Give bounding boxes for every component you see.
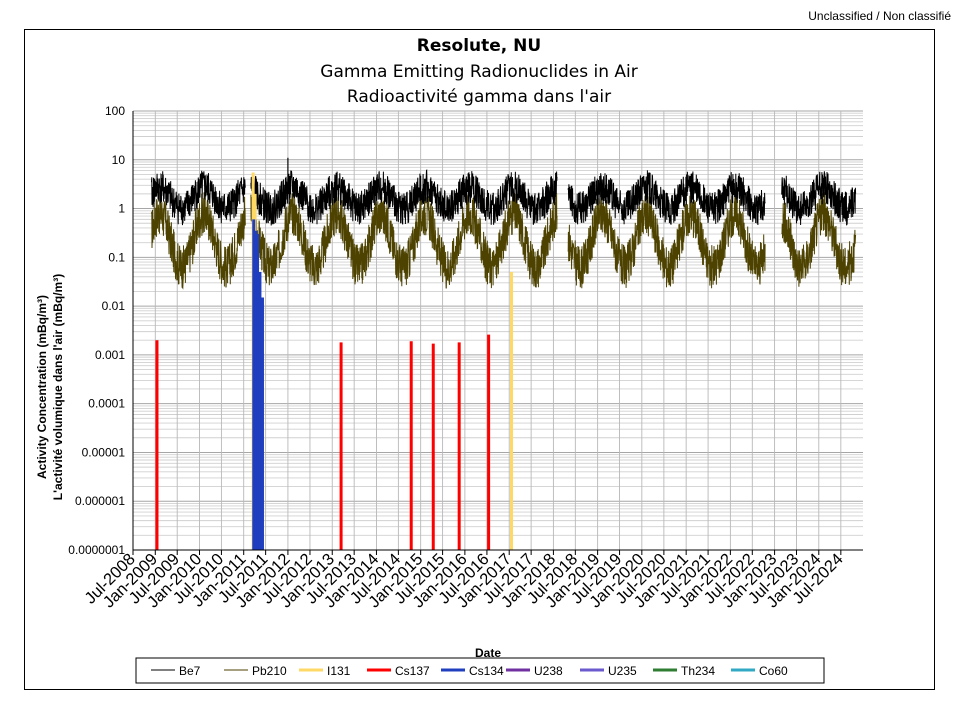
series-layer — [151, 157, 857, 550]
series-line-pb210-segment-0 — [151, 191, 246, 290]
legend-label-i131: I131 — [327, 664, 351, 678]
y-tick-label: 0.01 — [102, 299, 126, 313]
legend-label-pb210: Pb210 — [252, 664, 287, 678]
y-tick-label: 0.1 — [108, 250, 125, 264]
chart-title: Resolute, NU — [417, 36, 541, 56]
axes — [132, 111, 863, 555]
legend-label-co60: Co60 — [759, 664, 788, 678]
y-tick-label: 1 — [118, 202, 125, 216]
series-line-be7-segment-2 — [567, 170, 766, 226]
legend-label-th234: Th234 — [681, 664, 715, 678]
y-axis-label-en: Activity Concentration (mBq/m³) — [35, 295, 49, 479]
classification-label: Unclassified / Non classifié — [808, 9, 951, 23]
y-tick-label: 100 — [105, 104, 125, 118]
series-line-pb210-segment-1 — [250, 192, 558, 289]
legend-label-u235: U235 — [608, 664, 637, 678]
series-line-pb210-segment-2 — [567, 192, 766, 289]
chart-frame: Resolute, NU Gamma Emitting Radionuclide… — [24, 29, 935, 690]
chart-svg: Resolute, NU Gamma Emitting Radionuclide… — [35, 36, 863, 684]
series-line-pb210-segment-3 — [781, 192, 857, 287]
y-tick-label: 10 — [112, 153, 126, 167]
plot-background — [133, 111, 863, 550]
legend-label-be7: Be7 — [179, 664, 201, 678]
y-axis-label-fr: L'activité volumique dans l'air (mBq/m³) — [51, 274, 65, 500]
y-tick-labels: 100 10 1 0.1 0.01 0.001 0.0001 0.00001 0.000001 0… — [68, 104, 125, 557]
legend-label-cs134: Cs134 — [469, 664, 504, 678]
series-line-be7-segment-0 — [151, 170, 246, 226]
y-tick-label: 0.000001 — [75, 494, 125, 508]
x-tick-labels: Jul-2008Jan-2009Jul-2009Jan-2010Jul-2010… — [81, 550, 846, 611]
x-axis-label: Date — [475, 646, 501, 660]
y-tick-label: 0.001 — [95, 348, 125, 362]
chart-subtitle-fr: Radioactivité gamma dans l'air — [347, 87, 611, 107]
legend-label-cs137: Cs137 — [395, 664, 430, 678]
legend-label-u238: U238 — [534, 664, 563, 678]
y-axis-title: Activity Concentration (mBq/m³) L'activi… — [35, 274, 65, 500]
chart-subtitle-en: Gamma Emitting Radionuclides in Air — [320, 62, 637, 82]
plot-area — [133, 111, 863, 550]
series-line-be7-segment-1 — [250, 169, 558, 226]
legend: Be7 Pb210 I131 Cs137 Cs134 U238 U235 Th234 Co60 — [151, 664, 788, 678]
y-tick-label: 0.0000001 — [68, 543, 125, 557]
y-tick-label: 0.00001 — [82, 445, 126, 459]
series-line-be7-segment-3 — [781, 171, 857, 226]
legend-box — [135, 657, 825, 684]
y-tick-label: 0.0001 — [88, 397, 125, 411]
